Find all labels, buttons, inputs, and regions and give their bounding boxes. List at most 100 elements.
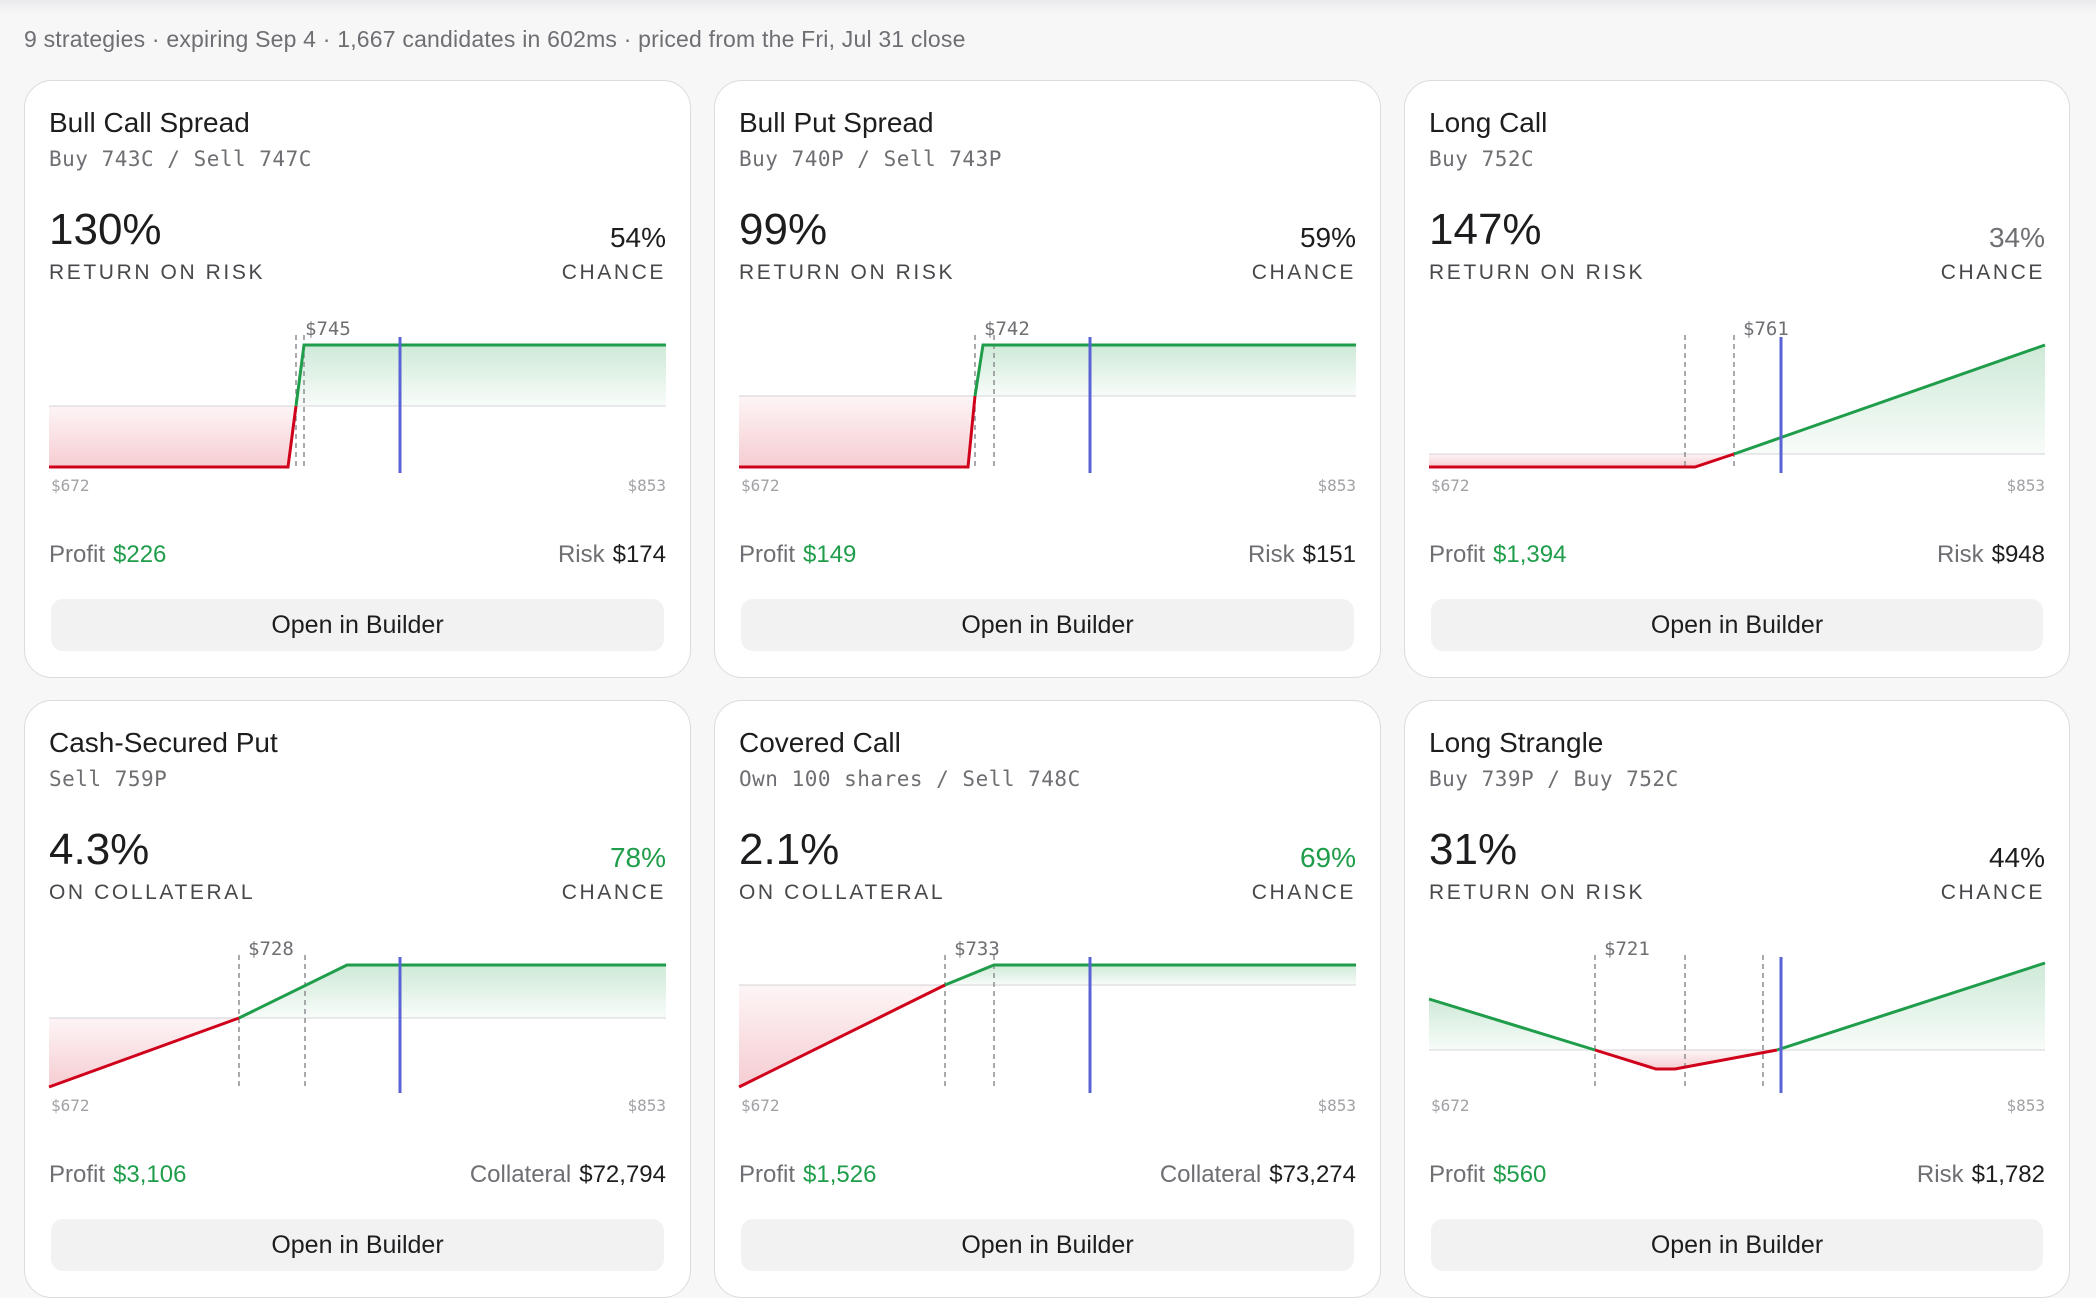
profit-value: $1,394 (1493, 541, 1567, 568)
profit-label: Profit (1429, 1161, 1486, 1188)
strategy-title: Long Strangle (1429, 727, 1604, 758)
risk-value: $948 (1991, 541, 2045, 568)
loss-line (1429, 452, 1735, 469)
chance-value: 44% (1988, 842, 2045, 873)
open-in-builder-button[interactable]: Open in Builder (741, 1219, 1354, 1271)
profit-line (294, 343, 666, 407)
return-value: 130% (49, 205, 162, 254)
strategy-card: Bull Call Spread Buy 743C / Sell 747C 13… (24, 80, 691, 678)
x-max-label: $853 (2006, 476, 2045, 495)
x-min-label: $672 (51, 476, 90, 495)
x-max-label: $853 (1317, 1096, 1356, 1115)
profit-stat: Profit $560 (1429, 1161, 1546, 1189)
chance-label: CHANCE (1940, 881, 2045, 904)
top-shadow (0, 0, 2096, 14)
return-label: RETURN ON RISK (739, 261, 956, 284)
x-min-label: $672 (51, 1096, 90, 1115)
return-value: 31% (1429, 825, 1518, 874)
strategy-legs: Buy 752C (1429, 147, 1535, 171)
profit-stat: Profit $149 (739, 541, 856, 569)
strike-label: $721 (1604, 938, 1650, 960)
collateral-label: Collateral (469, 1161, 572, 1188)
loss-area (739, 396, 975, 467)
strategy-legs: Buy 739P / Buy 752C (1429, 767, 1679, 791)
risk-value: $151 (1302, 541, 1356, 568)
profit-label: Profit (739, 1161, 796, 1188)
loss-line (739, 395, 977, 469)
profit-value: $149 (803, 541, 857, 568)
payoff-chart: $733 $672 $853 (738, 938, 1356, 1115)
strategy-title: Long Call (1429, 107, 1548, 138)
return-label: ON COLLATERAL (739, 881, 946, 904)
open-in-builder-button[interactable]: Open in Builder (741, 599, 1354, 651)
risk-value: $174 (612, 541, 666, 568)
risk-stat: Risk $174 (558, 541, 666, 569)
profit-line (238, 963, 666, 1020)
x-max-label: $853 (627, 1096, 666, 1115)
risk-label: Risk (1936, 541, 1984, 568)
strategy-card: Long Call Buy 752C 147% RETURN ON RISK 3… (1404, 80, 2070, 678)
return-value: 147% (1429, 205, 1542, 254)
loss-area (1595, 1050, 1777, 1069)
strategy-title: Bull Call Spread (49, 107, 250, 138)
payoff-chart: $742 $672 $853 (739, 318, 1356, 495)
payoff-chart: $761 $672 $853 (1429, 318, 2046, 495)
profit-value: $560 (1493, 1161, 1547, 1188)
payoff-chart: $721 $672 $853 (1428, 938, 2046, 1115)
results-summary: 9 strategies · expiring Sep 4 · 1,667 ca… (24, 26, 966, 52)
strategy-legs: Buy 740P / Sell 743P (739, 147, 1002, 171)
risk-label: Risk (557, 541, 605, 568)
loss-line (1594, 1048, 1778, 1071)
strategy-card: Bull Put Spread Buy 740P / Sell 743P 99%… (714, 80, 1381, 678)
open-in-builder-button[interactable]: Open in Builder (51, 599, 664, 651)
profit-value: $3,106 (113, 1161, 187, 1188)
return-value: 99% (739, 205, 828, 254)
chance-label: CHANCE (1251, 261, 1356, 284)
profit-area (239, 965, 666, 1018)
x-max-label: $853 (2006, 1096, 2045, 1115)
x-min-label: $672 (741, 1096, 780, 1115)
profit-line (944, 963, 1356, 987)
loss-line (48, 1016, 240, 1089)
strike-label: $728 (248, 938, 294, 960)
chance-value: 59% (1299, 222, 1356, 253)
return-value: 2.1% (739, 825, 840, 874)
strategy-title: Bull Put Spread (739, 107, 934, 138)
strike-label: $733 (954, 938, 1000, 960)
strategy-card: Cash-Secured Put Sell 759P 4.3% ON COLLA… (24, 700, 691, 1298)
x-max-label: $853 (1317, 476, 1356, 495)
strategy-title: Covered Call (739, 727, 901, 758)
profit-value: $1,526 (803, 1161, 877, 1188)
chance-value: 78% (609, 842, 666, 873)
risk-value: $1,782 (1971, 1161, 2045, 1188)
chance-value: 69% (1299, 842, 1356, 873)
profit-line (1733, 343, 2046, 456)
collateral-value: $73,274 (1269, 1161, 1356, 1188)
strike-label: $745 (305, 318, 351, 340)
x-min-label: $672 (1431, 476, 1470, 495)
profit-line (973, 343, 1356, 397)
strategy-card: Long Strangle Buy 739P / Buy 752C 31% RE… (1404, 700, 2070, 1298)
profit-area (945, 965, 1356, 985)
open-in-builder-button[interactable]: Open in Builder (51, 1219, 664, 1271)
x-min-label: $672 (1431, 1096, 1470, 1115)
return-label: RETURN ON RISK (1429, 261, 1646, 284)
collateral-label: Collateral (1159, 1161, 1262, 1188)
chance-label: CHANCE (1940, 261, 2045, 284)
chance-label: CHANCE (1251, 881, 1356, 904)
profit-label: Profit (49, 1161, 106, 1188)
chance-label: CHANCE (561, 881, 666, 904)
risk-stat: Risk $1,782 (1917, 1161, 2045, 1189)
profit-label: Profit (739, 541, 796, 568)
profit-stat: Profit $226 (49, 541, 166, 569)
x-max-label: $853 (627, 476, 666, 495)
open-in-builder-button[interactable]: Open in Builder (1431, 1219, 2043, 1271)
open-in-builder-button[interactable]: Open in Builder (1431, 599, 2043, 651)
x-min-label: $672 (741, 476, 780, 495)
collateral-value: $72,794 (579, 1161, 666, 1188)
loss-line (738, 983, 946, 1089)
profit-line (1428, 997, 1596, 1052)
profit-label: Profit (49, 541, 106, 568)
risk-label: Risk (1916, 1161, 1964, 1188)
chance-value: 54% (609, 222, 666, 253)
